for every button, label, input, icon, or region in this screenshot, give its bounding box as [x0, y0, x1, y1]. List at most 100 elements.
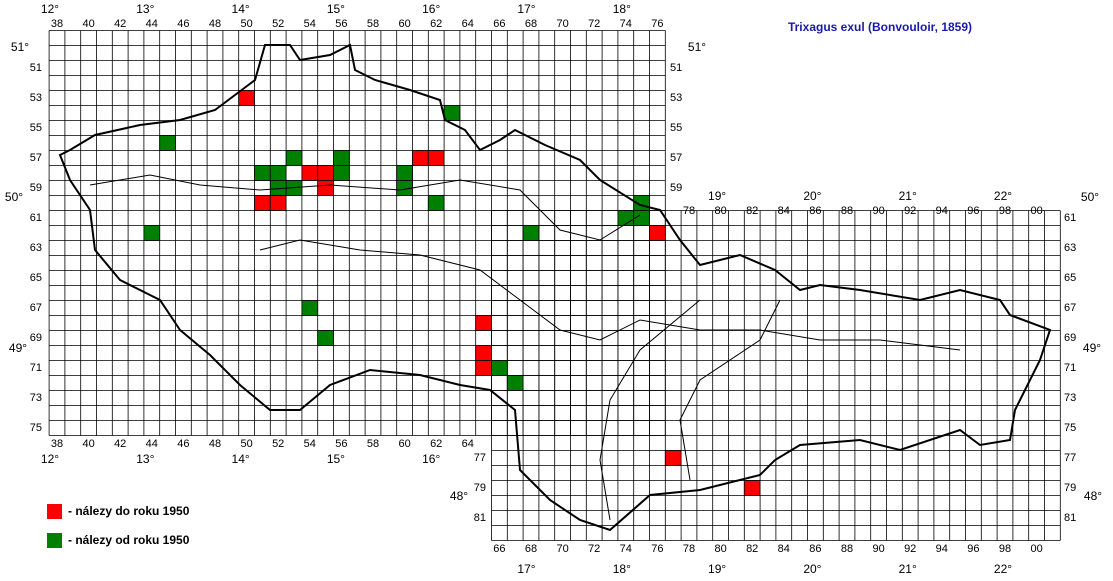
record-square: [475, 315, 492, 331]
latitude-label: 51°: [11, 40, 29, 54]
column-label: 58: [367, 18, 379, 30]
row-label: 63: [30, 242, 42, 254]
column-label: 80: [714, 205, 726, 217]
column-label: 56: [335, 18, 347, 30]
column-label: 52: [272, 18, 284, 30]
row-label: 53: [30, 92, 42, 104]
latitude-label: 49°: [9, 341, 27, 355]
row-label: 81: [1064, 512, 1076, 524]
column-label: 60: [398, 18, 410, 30]
column-label: 90: [872, 205, 884, 217]
longitude-label: 20°: [803, 562, 821, 576]
record-square: [238, 90, 255, 106]
row-label: 65: [30, 272, 42, 284]
column-label: 66: [493, 18, 505, 30]
river: [599, 299, 701, 521]
row-label: 61: [1064, 212, 1076, 224]
record-square: [159, 135, 176, 151]
squares: [143, 90, 761, 496]
legend-swatch: [47, 504, 62, 519]
column-label: 64: [462, 438, 474, 450]
record-square: [427, 195, 445, 211]
legend-label: - nálezy do roku 1950: [68, 504, 190, 518]
column-label: 00: [1030, 543, 1042, 555]
column-label: 48: [209, 438, 221, 450]
column-label: 46: [177, 18, 189, 30]
row-label: 79: [474, 482, 486, 494]
record-square: [317, 180, 334, 196]
column-label: 84: [778, 543, 790, 555]
row-label: 79: [1064, 482, 1076, 494]
row-label: 81: [474, 512, 486, 524]
river: [679, 299, 781, 481]
row-label: 71: [30, 362, 42, 374]
row-label: 51: [670, 62, 682, 74]
column-label: 50: [240, 438, 252, 450]
column-label: 56: [335, 438, 347, 450]
column-label: 52: [272, 438, 284, 450]
column-label: 46: [177, 438, 189, 450]
region-border: [89, 174, 641, 241]
column-label: 44: [146, 438, 158, 450]
longitude-label: 21°: [899, 189, 917, 203]
row-label: 53: [670, 92, 682, 104]
record-square: [396, 165, 413, 181]
column-label: 76: [651, 543, 663, 555]
record-square: [617, 210, 635, 226]
latitude-label: 49°: [1083, 341, 1101, 355]
row-label: 67: [30, 302, 42, 314]
column-label: 40: [82, 438, 94, 450]
record-square: [475, 345, 492, 361]
column-label: 78: [683, 543, 695, 555]
column-label: 98: [999, 543, 1011, 555]
column-label: 82: [746, 205, 758, 217]
longitude-label: 13°: [136, 452, 154, 466]
column-label: 88: [841, 543, 853, 555]
longitude-label: 17°: [517, 2, 535, 16]
column-label: 78: [683, 205, 695, 217]
column-label: 64: [462, 18, 474, 30]
column-label: 38: [51, 438, 63, 450]
row-label: 69: [1064, 332, 1076, 344]
longitude-label: 13°: [136, 2, 154, 16]
row-label: 65: [1064, 272, 1076, 284]
row-label: 57: [670, 152, 682, 164]
row-label: 67: [1064, 302, 1076, 314]
column-label: 50: [240, 18, 252, 30]
longitude-label: 12°: [41, 452, 59, 466]
column-label: 66: [493, 543, 505, 555]
record-square: [412, 150, 429, 166]
longitude-label: 16°: [422, 2, 440, 16]
column-label: 86: [809, 205, 821, 217]
record-square: [443, 105, 461, 121]
record-square: [491, 360, 508, 376]
longitude-label: 19°: [708, 189, 726, 203]
column-label: 62: [430, 18, 442, 30]
record-square: [317, 330, 334, 346]
record-square: [301, 300, 319, 316]
column-label: 84: [778, 205, 790, 217]
region-border: [259, 239, 961, 351]
record-square: [664, 450, 682, 466]
record-square: [317, 165, 334, 181]
column-label: 42: [114, 18, 126, 30]
longitude-label: 22°: [994, 189, 1012, 203]
longitude-label: 22°: [994, 562, 1012, 576]
longitude-label: 17°: [517, 562, 535, 576]
column-label: 70: [556, 18, 568, 30]
row-label: 77: [474, 452, 486, 464]
longitude-label: 15°: [327, 2, 345, 16]
row-label: 59: [670, 182, 682, 194]
column-label: 92: [904, 205, 916, 217]
column-label: 96: [967, 543, 979, 555]
latitude-label: 51°: [688, 40, 706, 54]
row-label: 71: [1064, 362, 1076, 374]
record-square: [143, 225, 161, 241]
latitude-label: 50°: [5, 190, 23, 204]
column-label: 88: [841, 205, 853, 217]
latitude-label: 50°: [1081, 190, 1099, 204]
row-label: 75: [30, 422, 42, 434]
record-square: [254, 195, 271, 211]
column-label: 42: [114, 438, 126, 450]
